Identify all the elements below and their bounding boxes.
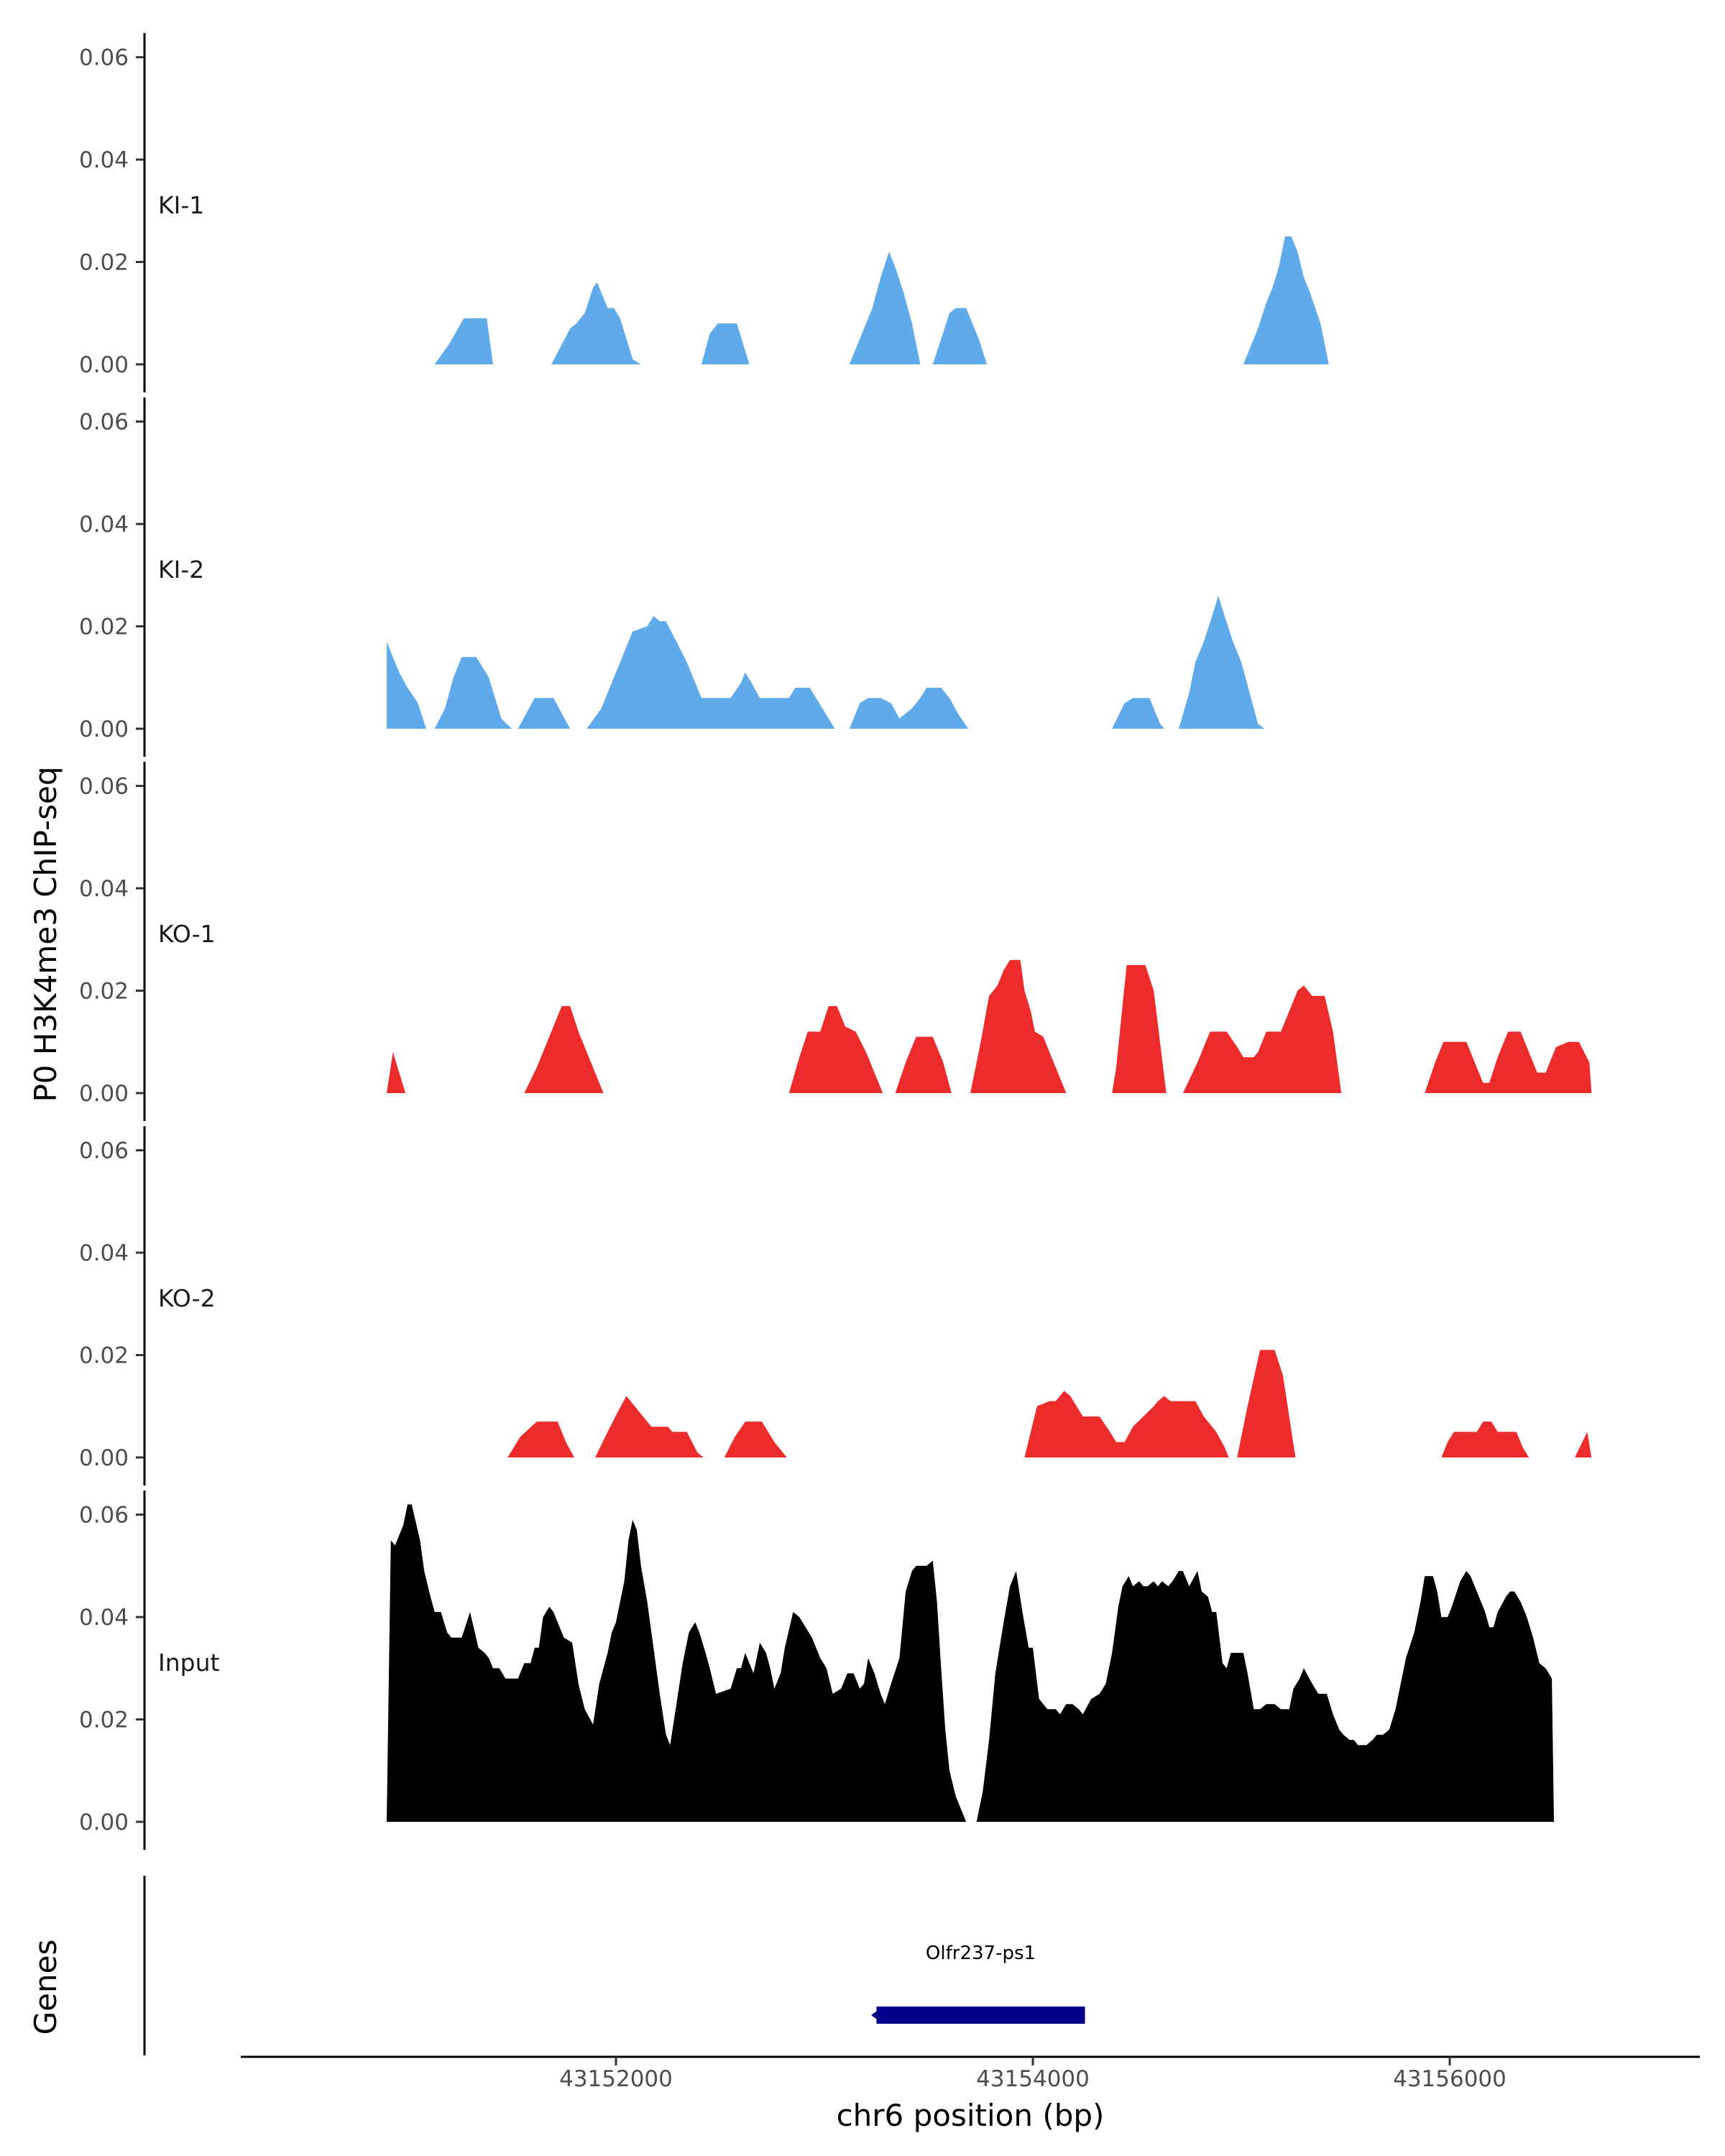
y-tick-label-Input-1: 0.02 bbox=[79, 1708, 129, 1733]
track-panel-Input: 0.00 0.02 0.04 0.06 Input bbox=[79, 1491, 1596, 1850]
track-panel-KO-1: 0.00 0.02 0.04 0.06 KO-1 bbox=[79, 762, 1592, 1121]
x-axis-title: chr6 position (bp) bbox=[837, 2098, 1105, 2133]
x-tick-label-1: 43154000 bbox=[976, 2066, 1090, 2092]
tracks-layer: 0.00 0.02 0.04 0.06 KI-1 0.00 0.02 0.04 0.06 KI-2… bbox=[79, 33, 1596, 1850]
y-tick-label-KO-1-2: 0.04 bbox=[79, 876, 129, 902]
y-tick-label-Input-2: 0.04 bbox=[79, 1605, 129, 1631]
track-label-Input: Input bbox=[158, 1649, 220, 1677]
track-panel-KO-2: 0.00 0.02 0.04 0.06 KO-2 bbox=[79, 1126, 1592, 1485]
y-tick-label-KI-1-1: 0.02 bbox=[79, 250, 129, 276]
track-label-KI-1: KI-1 bbox=[158, 191, 204, 219]
y-tick-label-Input-3: 0.06 bbox=[79, 1503, 129, 1529]
y-tick-label-KO-1-0: 0.00 bbox=[79, 1081, 129, 1107]
y-tick-label-KO-2-1: 0.02 bbox=[79, 1343, 129, 1369]
signal-area-Input bbox=[387, 1504, 1596, 1822]
gene-label: Olfr237-ps1 bbox=[926, 1943, 1036, 1964]
signal-area-KI-1 bbox=[434, 236, 1329, 364]
y-tick-label-KI-1-2: 0.04 bbox=[79, 147, 129, 173]
track-panel-KI-1: 0.00 0.02 0.04 0.06 KI-1 bbox=[79, 33, 1329, 392]
y-tick-label-KO-2-2: 0.04 bbox=[79, 1240, 129, 1266]
y-tick-label-KO-1-3: 0.06 bbox=[79, 774, 129, 800]
x-axis: chr6 position (bp) 43152000 43154000 43156… bbox=[241, 2055, 1700, 2133]
y-tick-label-KI-1-3: 0.06 bbox=[79, 45, 129, 71]
track-label-KI-2: KI-2 bbox=[158, 556, 204, 584]
track-panel-KI-2: 0.00 0.02 0.04 0.06 KI-2 bbox=[79, 397, 1264, 757]
gene-body bbox=[876, 2007, 1085, 2024]
genes-panel: Genes Olfr237-ps1 bbox=[28, 1876, 1085, 2055]
y-tick-label-KI-1-0: 0.00 bbox=[79, 352, 129, 378]
y-tick-label-KI-2-1: 0.02 bbox=[79, 614, 129, 640]
track-label-KO-2: KO-2 bbox=[158, 1284, 216, 1312]
y-tick-label-KI-2-2: 0.04 bbox=[79, 512, 129, 538]
y-tick-label-KI-2-0: 0.00 bbox=[79, 717, 129, 742]
signal-area-KI-2 bbox=[387, 595, 1264, 729]
x-tick-label-0: 43152000 bbox=[559, 2066, 673, 2092]
signal-area-KO-2 bbox=[507, 1350, 1592, 1457]
y-tick-label-KO-2-3: 0.06 bbox=[79, 1138, 129, 1164]
y-tick-label-Input-0: 0.00 bbox=[79, 1810, 129, 1835]
y-tick-label-KO-2-0: 0.00 bbox=[79, 1445, 129, 1471]
y-axis-title: P0 H3K4me3 ChIP-seq bbox=[28, 766, 63, 1102]
genes-axis-title: Genes bbox=[28, 1940, 63, 2035]
y-tick-label-KO-1-1: 0.02 bbox=[79, 979, 129, 1005]
track-label-KO-1: KO-1 bbox=[158, 920, 216, 948]
gene-strand-arrow bbox=[871, 2007, 883, 2023]
y-tick-label-KI-2-3: 0.06 bbox=[79, 410, 129, 436]
signal-area-KO-1 bbox=[387, 959, 1592, 1093]
x-tick-label-2: 43156000 bbox=[1393, 2066, 1506, 2092]
